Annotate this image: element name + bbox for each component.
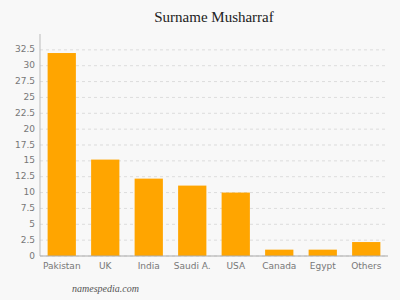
grid-line	[40, 97, 388, 98]
bar	[309, 250, 337, 256]
y-tick-label: 17.5	[15, 140, 35, 150]
y-tick-label: 22.5	[15, 108, 35, 118]
grid-line	[40, 65, 388, 66]
y-tick-label: 27.5	[15, 76, 35, 86]
y-tick-label: 10	[24, 187, 36, 197]
x-tick-label: India	[138, 261, 160, 271]
grid-line	[40, 145, 388, 146]
grid-line	[40, 129, 388, 130]
background	[0, 0, 400, 300]
bar	[135, 179, 163, 256]
x-tick-label: UK	[99, 261, 113, 271]
y-tick-labels: 0 2.5 5 7.5 10 12.5 15 17.5 20 22.5 25 27.5 30 32.5	[15, 44, 35, 260]
footer: namespedia.com	[72, 283, 139, 294]
x-tick-label: Others	[351, 261, 382, 271]
x-tick-label: Canada	[262, 261, 296, 271]
bar	[48, 53, 76, 256]
y-tick-label: 12.5	[15, 171, 35, 181]
chart: 0 2.5 5 7.5 10 12.5 15 17.5 20 22.5 25 27.5 30 32.5 Pa…	[0, 0, 400, 300]
y-tick-label: 0	[29, 251, 35, 261]
grid-line	[40, 81, 388, 82]
x-axis-line	[40, 256, 388, 257]
grid-line	[40, 256, 388, 257]
y-tick-label: 20	[24, 124, 36, 134]
y-tick-label: 7.5	[21, 203, 35, 213]
bar	[265, 250, 293, 256]
y-tick-label: 32.5	[15, 44, 35, 54]
y-tick-label: 30	[24, 60, 36, 70]
grid-line	[40, 113, 388, 114]
y-tick-label: 15	[24, 155, 35, 165]
bar	[222, 193, 250, 256]
x-tick-label: USA	[226, 261, 245, 271]
y-tick-label: 25	[24, 92, 35, 102]
bar	[91, 160, 119, 256]
grid	[40, 50, 388, 256]
bar	[352, 242, 380, 256]
y-tick-label: 2.5	[21, 235, 35, 245]
chart-container: 0 2.5 5 7.5 10 12.5 15 17.5 20 22.5 25 27.5 30 32.5 Pa…	[0, 0, 400, 300]
y-tick-label: 5	[29, 219, 35, 229]
y-axis-line	[40, 34, 41, 256]
x-tick-label: Saudi A.	[174, 261, 211, 271]
bars	[48, 53, 381, 256]
x-tick-label: Pakistan	[43, 261, 81, 271]
x-tick-label: Egypt	[310, 261, 336, 271]
title: Surname Musharraf	[154, 9, 274, 25]
x-tick-labels: Pakistan UK India Saudi A. USA Canada Egypt Oth…	[43, 261, 382, 271]
bar	[178, 186, 206, 256]
grid-line	[40, 49, 388, 50]
